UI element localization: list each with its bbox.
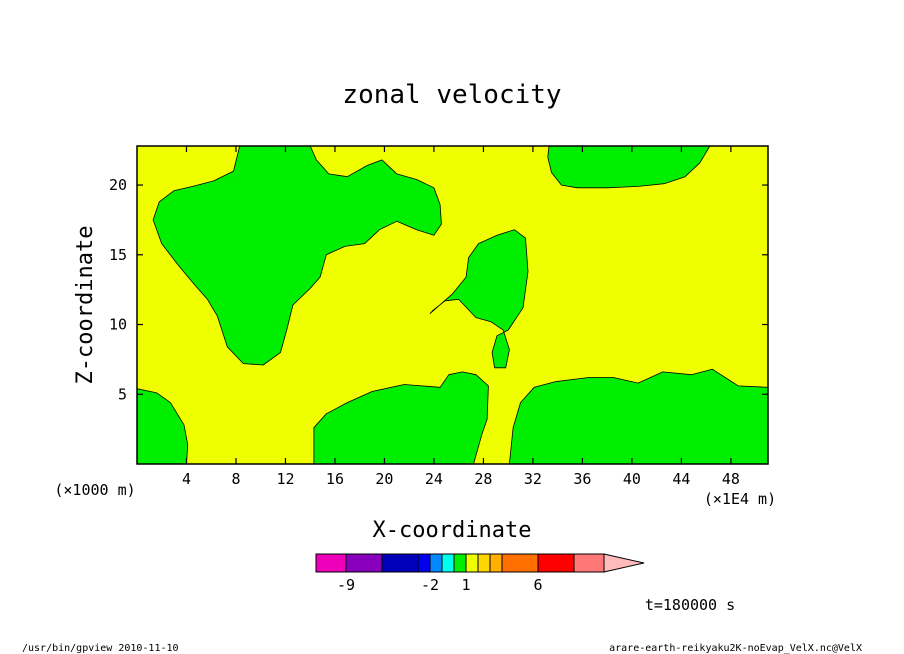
footer-right: arare-earth-reikyaku2K-noEvap_VelX.nc@Ve…: [609, 643, 862, 654]
colorbar-swatch: [417, 553, 431, 573]
x-tick-label: 8: [231, 470, 240, 488]
colorbar-swatch: [501, 553, 539, 573]
y-tick-label: 20: [109, 176, 127, 194]
chart-title: zonal velocity: [342, 80, 561, 110]
y-units-note: (×1000 m): [54, 481, 135, 499]
x-tick-label: 12: [276, 470, 294, 488]
x-tick-label: 40: [623, 470, 641, 488]
x-tick-label: 20: [375, 470, 393, 488]
x-tick-label: 4: [182, 470, 191, 488]
x-tick-label: 16: [326, 470, 344, 488]
contour-region-lower-right: [508, 368, 769, 465]
plot-area: [136, 145, 769, 465]
y-tick-label: 15: [109, 246, 127, 264]
colorbar-swatch: [465, 553, 479, 573]
colorbar-label: 6: [533, 576, 542, 594]
colorbar-swatch: [345, 553, 383, 573]
y-axis-label: Z-coordinate: [73, 226, 98, 385]
colorbar: [315, 553, 645, 573]
colorbar-swatch: [489, 553, 503, 573]
colorbar-swatch: [477, 553, 491, 573]
x-tick-label: 48: [722, 470, 740, 488]
colorbar-swatch: [315, 553, 347, 573]
colorbar-label: 1: [461, 576, 470, 594]
time-label: t=180000 s: [645, 596, 735, 614]
x-tick-label: 36: [573, 470, 591, 488]
x-axis-label: X-coordinate: [373, 518, 532, 543]
colorbar-swatch: [453, 553, 467, 573]
colorbar-swatch: [441, 553, 455, 573]
x-tick-label: 32: [524, 470, 542, 488]
colorbar-extension-arrow: [603, 553, 645, 573]
x-units-note: (×1E4 m): [704, 490, 776, 508]
plot-frame: [136, 145, 769, 465]
colorbar-swatch: [381, 553, 419, 573]
y-tick-label: 10: [109, 316, 127, 334]
contour-region-upper-right: [547, 145, 711, 189]
colorbar-swatch: [429, 553, 443, 573]
y-tick-label: 5: [118, 385, 127, 403]
colorbar-swatch: [537, 553, 575, 573]
colorbar-swatch: [573, 553, 605, 573]
colorbar-label: -9: [337, 576, 355, 594]
footer-left: /usr/bin/gpview 2010-11-10: [22, 643, 179, 654]
x-tick-label: 28: [474, 470, 492, 488]
contour-regions: [136, 145, 769, 465]
y-axis: 5 10 15 20: [109, 176, 768, 403]
x-axis: 4 8 12 16 20 24 28 32 36 40 44 48: [182, 146, 740, 488]
contour-region-middle-blob: [429, 229, 529, 369]
x-tick-label: 44: [672, 470, 690, 488]
x-tick-label: 24: [425, 470, 443, 488]
colorbar-label: -2: [421, 576, 439, 594]
contour-region-lower-middle: [313, 371, 489, 465]
colorbar-labels: -9 -2 1 6: [337, 576, 543, 594]
